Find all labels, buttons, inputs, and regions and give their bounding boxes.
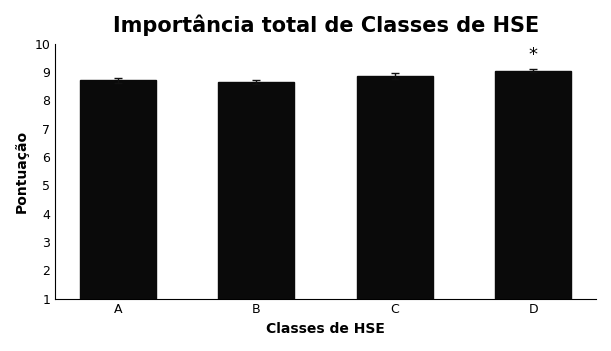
Title: Importância total de Classes de HSE: Importância total de Classes de HSE: [112, 15, 539, 37]
Text: *: *: [529, 46, 538, 64]
Bar: [496, 71, 571, 299]
Bar: [218, 82, 295, 299]
X-axis label: Classes de HSE: Classes de HSE: [266, 322, 385, 336]
Bar: [80, 80, 156, 299]
Y-axis label: Pontuação: Pontuação: [15, 130, 29, 213]
Bar: [357, 76, 433, 299]
